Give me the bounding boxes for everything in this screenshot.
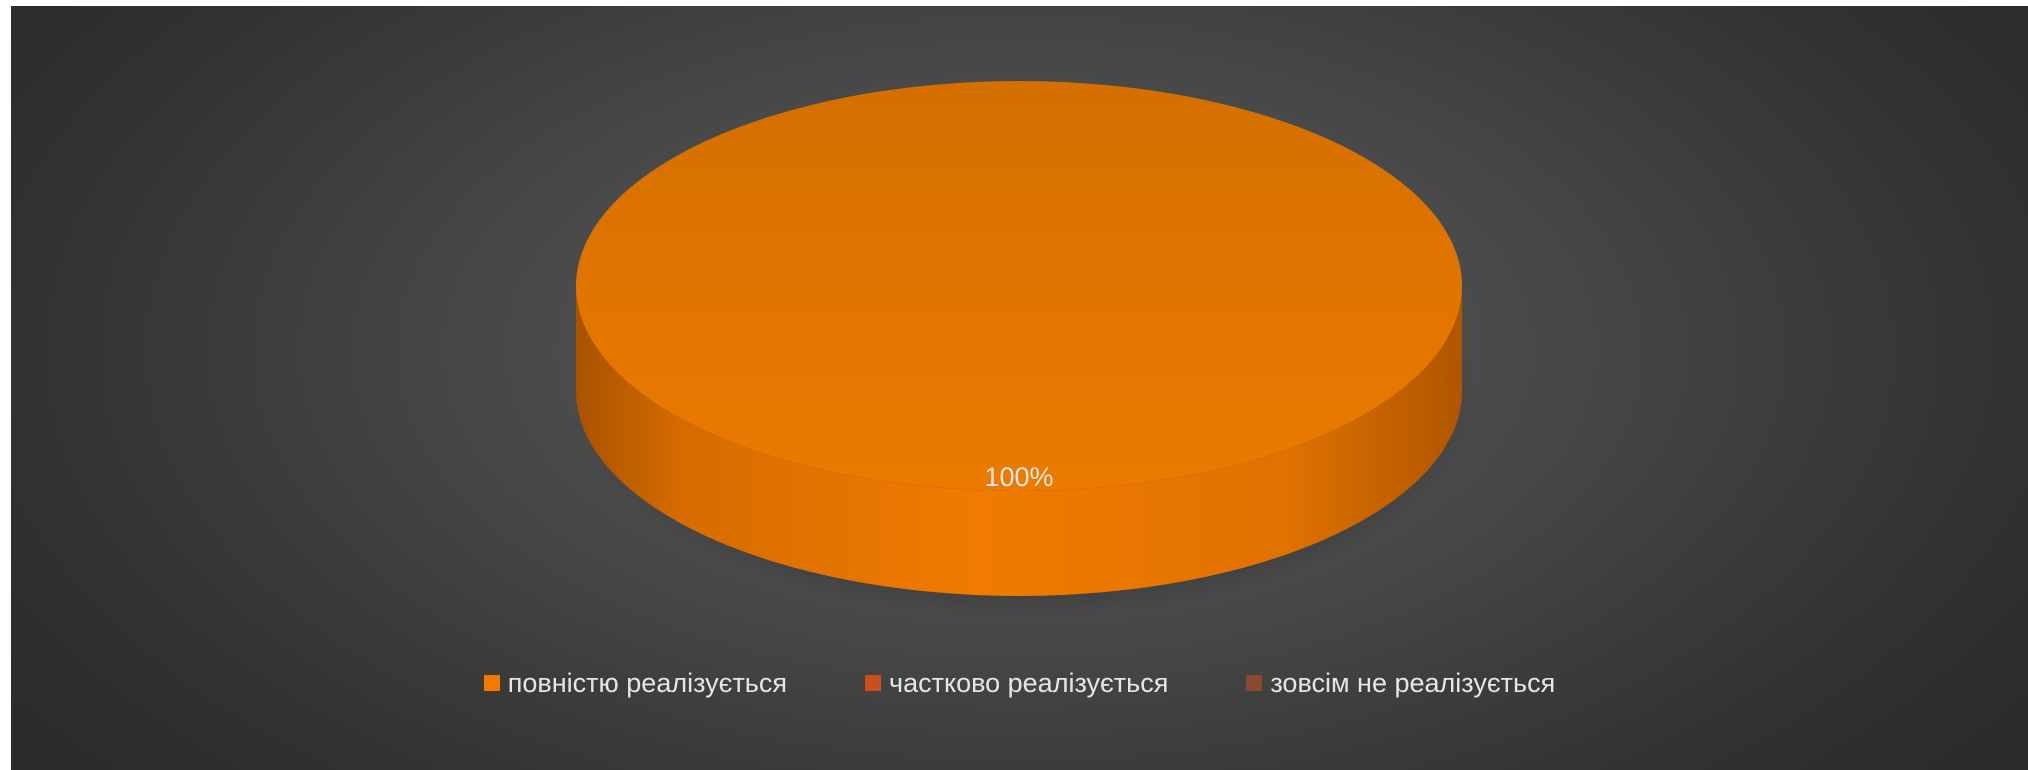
legend-entry: частково реалізується — [865, 668, 1168, 699]
legend-swatch — [1246, 675, 1263, 691]
legend-entry: повністю реалізується — [483, 667, 787, 699]
data-label: 100% — [984, 462, 1053, 492]
legend-label: частково реалізується — [889, 667, 1169, 698]
legend-swatch — [483, 675, 500, 691]
chart-area: 100% повністю реалізується частково реалі… — [11, 6, 2028, 770]
pie-slice — [576, 81, 1462, 491]
legend-swatch — [865, 675, 881, 691]
pie-chart: 100% — [572, 81, 1478, 618]
legend: повністю реалізується частково реалізуєть… — [11, 658, 2028, 708]
pie-slice-side — [576, 286, 1462, 596]
legend-label: зовсім не реалізується — [1270, 667, 1556, 698]
legend-label: повністю реалізується — [507, 667, 787, 698]
legend-entry: зовсім не реалізується — [1246, 668, 1555, 699]
